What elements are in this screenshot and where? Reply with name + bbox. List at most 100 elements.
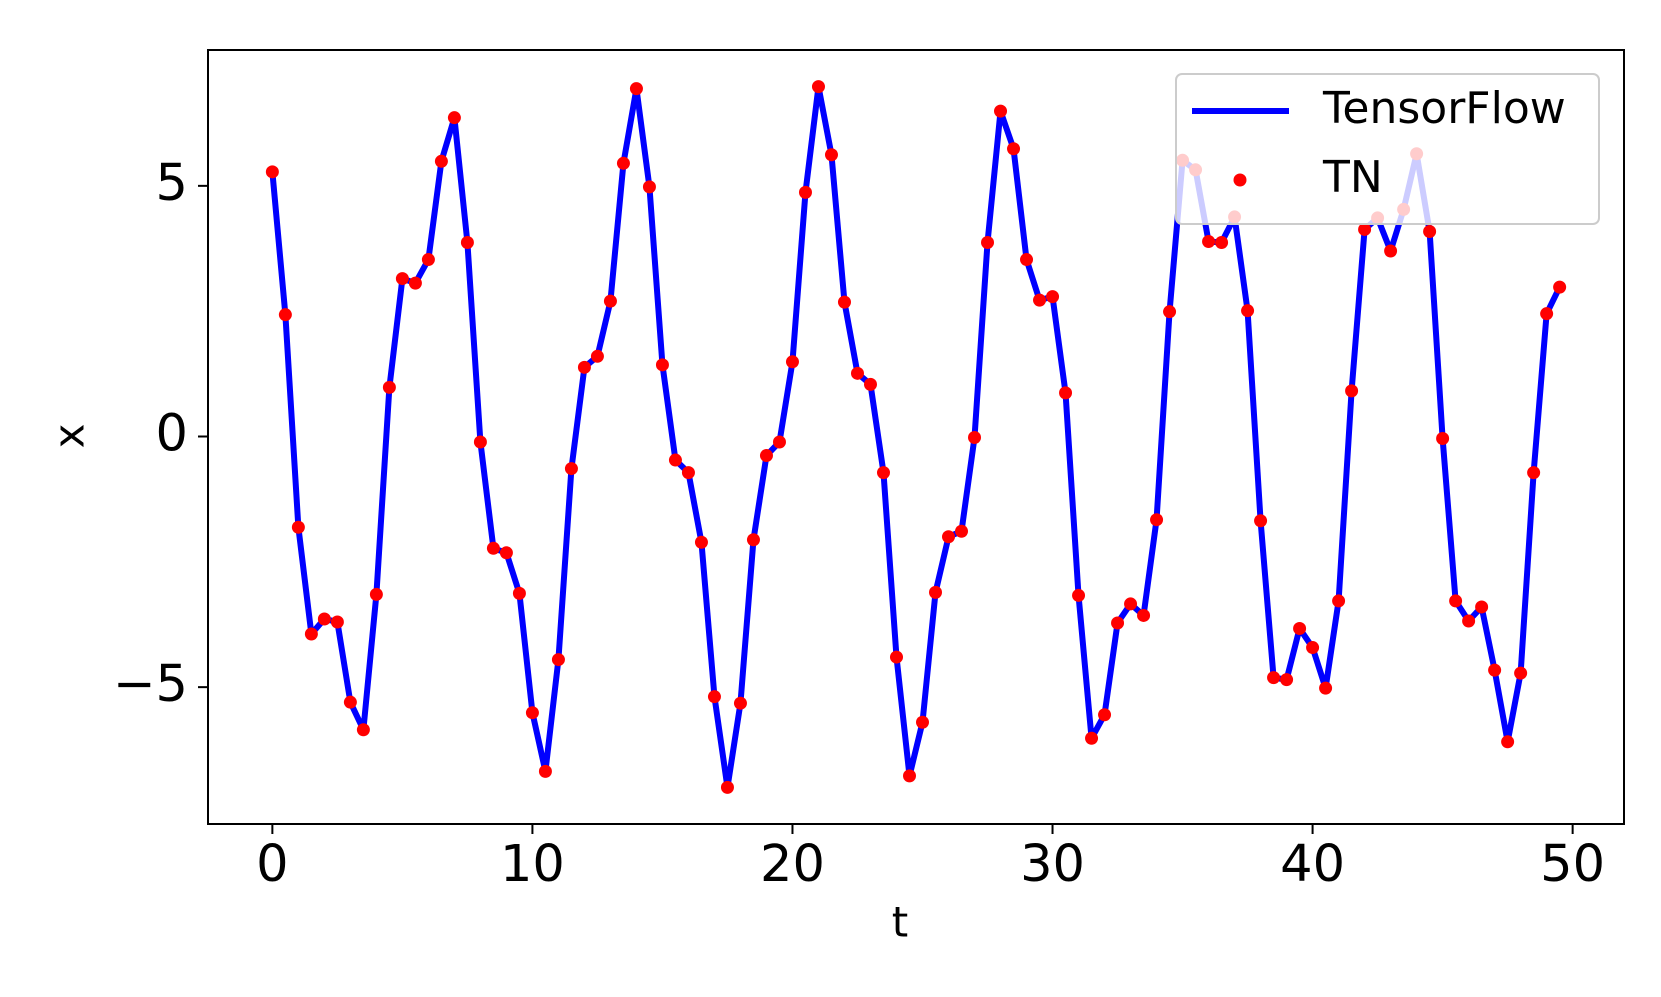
data-point	[642, 180, 656, 194]
data-point	[1384, 244, 1398, 258]
data-point	[512, 586, 526, 600]
data-point	[1163, 305, 1177, 319]
data-point	[824, 148, 838, 162]
data-point	[772, 435, 786, 449]
data-point	[1033, 293, 1047, 307]
data-point	[1319, 681, 1333, 695]
data-point	[473, 435, 487, 449]
data-point	[1020, 253, 1034, 267]
data-point	[395, 272, 409, 286]
legend-label: TensorFlow	[1322, 83, 1566, 134]
data-point	[421, 253, 435, 267]
data-point	[1462, 614, 1476, 628]
data-point	[603, 294, 617, 308]
x-tick-label: 50	[1540, 835, 1605, 894]
data-point	[1241, 304, 1255, 318]
data-point	[1540, 307, 1554, 321]
data-point	[1215, 235, 1229, 249]
data-point	[798, 185, 812, 199]
data-point	[1449, 594, 1463, 608]
data-point	[1436, 432, 1450, 446]
data-point	[1280, 673, 1294, 687]
data-point	[1345, 384, 1359, 398]
data-point	[994, 104, 1008, 118]
data-point	[1293, 621, 1307, 635]
data-point	[902, 769, 916, 783]
data-point	[1202, 234, 1216, 248]
data-point	[304, 627, 318, 641]
data-point	[408, 276, 422, 290]
data-point	[746, 533, 760, 547]
data-point	[369, 587, 383, 601]
data-point	[1501, 735, 1515, 749]
data-point	[1332, 594, 1346, 608]
data-point	[317, 612, 331, 626]
data-point	[837, 295, 851, 309]
data-point	[356, 723, 370, 737]
data-point	[1085, 731, 1099, 745]
y-tick-label: 5	[156, 154, 188, 213]
data-point	[460, 235, 474, 249]
data-point	[759, 449, 773, 463]
data-point	[929, 585, 943, 599]
plot-frame	[207, 49, 1625, 825]
data-point	[655, 358, 669, 372]
x-axis-label: t	[892, 898, 908, 947]
y-axis-label: x	[45, 424, 94, 449]
data-point	[850, 366, 864, 380]
x-tick-label: 10	[500, 835, 565, 894]
data-point	[629, 82, 643, 96]
data-point	[486, 541, 500, 555]
data-point	[785, 355, 799, 369]
data-point	[577, 360, 591, 374]
data-point	[1475, 600, 1489, 614]
data-point	[1111, 616, 1125, 630]
data-point	[1137, 608, 1151, 622]
data-point	[499, 546, 513, 560]
data-point	[942, 530, 956, 544]
data-point	[590, 349, 604, 363]
data-point	[291, 520, 305, 534]
data-point	[1098, 708, 1112, 722]
data-point	[447, 111, 461, 125]
data-point	[1527, 466, 1541, 480]
data-point	[916, 715, 930, 729]
data-point	[551, 653, 565, 667]
data-point	[720, 780, 734, 794]
data-point	[525, 706, 539, 720]
data-point	[1059, 386, 1073, 400]
data-point	[694, 535, 708, 549]
data-point	[981, 235, 995, 249]
data-point	[1150, 513, 1164, 527]
data-point	[538, 764, 552, 778]
data-point	[330, 615, 344, 629]
data-point	[1514, 666, 1528, 680]
data-point	[733, 696, 747, 710]
data-point	[434, 154, 448, 168]
legend-label: TN	[1322, 152, 1383, 203]
x-tick-label: 40	[1280, 835, 1345, 894]
x-tick-label: 30	[1020, 835, 1085, 894]
data-line	[269, 83, 1563, 791]
data-point	[707, 690, 721, 704]
data-point	[1124, 597, 1138, 611]
data-point	[1358, 222, 1372, 236]
legend-swatch	[1233, 173, 1247, 187]
data-point	[616, 156, 630, 170]
x-tick-label: 20	[760, 835, 825, 894]
data-point	[1254, 514, 1268, 528]
y-tick-label: 0	[156, 404, 188, 463]
data-point	[343, 695, 357, 709]
data-point	[1267, 671, 1281, 685]
data-point	[876, 466, 890, 480]
data-point	[1488, 663, 1502, 677]
data-point	[1072, 588, 1086, 602]
data-point	[889, 650, 903, 664]
data-point	[1046, 290, 1060, 304]
data-point	[278, 308, 292, 322]
x-tick-label: 0	[256, 835, 288, 894]
y-tick-label: −5	[113, 655, 188, 714]
data-point	[863, 377, 877, 391]
data-point	[955, 524, 969, 538]
